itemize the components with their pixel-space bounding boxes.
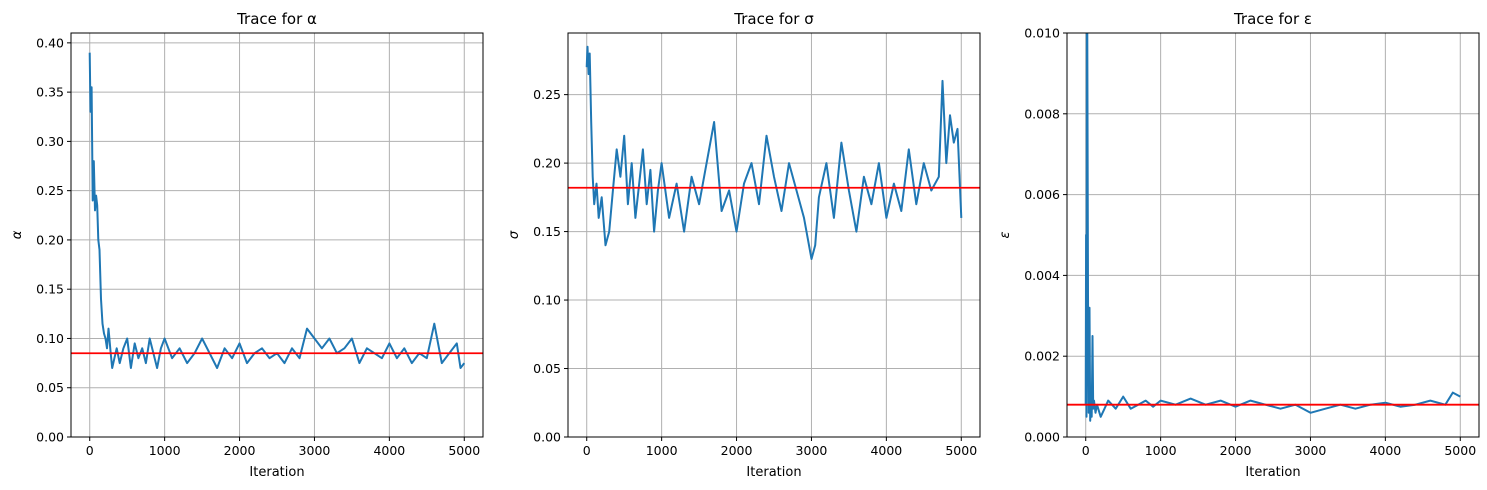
sigma-y-tick-label: 0.10 <box>533 293 561 308</box>
epsilon-x-tick-label: 3000 <box>1295 443 1327 458</box>
sigma-axes-frame <box>567 32 981 438</box>
alpha-y-tick-label: 0.30 <box>36 134 64 149</box>
sigma-y-tick-label: 0.25 <box>533 87 561 102</box>
sigma-trace-line <box>585 45 963 260</box>
sigma-y-tick-label: 0.05 <box>533 361 561 376</box>
alpha-y-tick-label: 0.25 <box>36 183 64 198</box>
alpha-trace-line <box>88 52 466 369</box>
sigma-x-tick-label: 0 <box>583 443 591 458</box>
alpha-grid <box>71 33 483 438</box>
sigma-x-tick-label: 4000 <box>870 443 902 458</box>
alpha-x-tick-label: 1000 <box>149 443 181 458</box>
alpha-y-tick-label: 0.20 <box>36 232 64 247</box>
alpha-y-tick-label: 0.10 <box>36 331 64 346</box>
epsilon-y-tick-label: 0.010 <box>1024 26 1060 41</box>
epsilon-x-tick-label: 2000 <box>1220 443 1252 458</box>
epsilon-x-tick-label: 1000 <box>1145 443 1177 458</box>
epsilon-axes-frame <box>1066 32 1480 438</box>
sigma-y-axis-label: σ <box>507 230 522 239</box>
epsilon-grid <box>1067 32 1479 438</box>
alpha-y-tick-label: 0.05 <box>36 380 64 395</box>
alpha-y-axis-label: α <box>10 230 25 239</box>
alpha-x-tick-label: 4000 <box>373 443 405 458</box>
alpha-trace-panel: 0 1000 2000 3000 4000 5000 0.00 0.05 0.10 0.15 0.2… <box>10 10 484 480</box>
sigma-x-tick-label: 2000 <box>721 443 753 458</box>
sigma-y-tick-label: 0.00 <box>533 430 561 445</box>
epsilon-y-tick-label: 0.002 <box>1024 349 1060 364</box>
alpha-x-axis-label: Iteration <box>249 465 304 480</box>
epsilon-x-axis-label: Iteration <box>1245 465 1300 480</box>
epsilon-chart-title: Trace for ε <box>1233 10 1312 28</box>
epsilon-x-tick-label: 4000 <box>1369 443 1401 458</box>
alpha-y-tick-label: 0.15 <box>36 282 64 297</box>
epsilon-trace-line <box>1084 33 1461 422</box>
epsilon-y-tick-label: 0.008 <box>1024 106 1060 121</box>
sigma-trace-panel: 0 1000 2000 3000 4000 5000 0.00 0.05 0.10 0.15 0.2… <box>507 10 981 480</box>
epsilon-x-tick-label: 5000 <box>1444 443 1476 458</box>
alpha-y-tick-label: 0.35 <box>36 85 64 100</box>
alpha-chart-title: Trace for α <box>236 10 317 28</box>
alpha-axes-frame <box>70 32 484 438</box>
epsilon-x-tick-label: 0 <box>1082 443 1090 458</box>
epsilon-y-tick-label: 0.004 <box>1024 268 1060 283</box>
epsilon-trace-panel: 0 1000 2000 3000 4000 5000 0.000 0.002 0.004 0.00… <box>998 10 1480 480</box>
epsilon-y-tick-label: 0.006 <box>1024 187 1060 202</box>
sigma-grid <box>568 33 980 438</box>
epsilon-y-axis-label: ε <box>998 231 1013 238</box>
alpha-x-tick-label: 2000 <box>224 443 256 458</box>
sigma-x-tick-label: 3000 <box>796 443 828 458</box>
alpha-y-tick-label: 0.40 <box>36 35 64 50</box>
epsilon-y-tick-label: 0.000 <box>1024 430 1060 445</box>
sigma-x-axis-label: Iteration <box>746 465 801 480</box>
sigma-y-tick-label: 0.15 <box>533 224 561 239</box>
sigma-y-tick-label: 0.20 <box>533 156 561 171</box>
sigma-chart-title: Trace for σ <box>733 10 814 28</box>
alpha-x-tick-label: 0 <box>86 443 94 458</box>
alpha-x-tick-label: 3000 <box>299 443 331 458</box>
alpha-x-tick-label: 5000 <box>448 443 480 458</box>
sigma-x-tick-label: 1000 <box>646 443 678 458</box>
sigma-x-tick-label: 5000 <box>945 443 977 458</box>
alpha-y-tick-label: 0.00 <box>36 430 64 445</box>
